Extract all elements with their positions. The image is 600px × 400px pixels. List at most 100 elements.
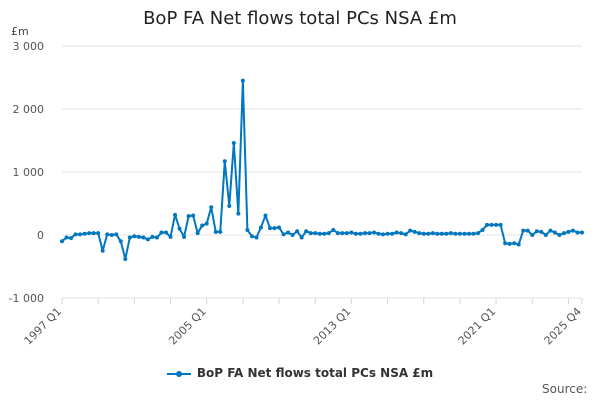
data-point	[213, 229, 218, 234]
data-point	[507, 241, 512, 246]
data-point	[286, 230, 291, 235]
data-point	[231, 141, 236, 146]
data-point	[227, 204, 232, 209]
data-point	[516, 242, 521, 247]
data-point	[399, 231, 404, 236]
data-point	[308, 231, 313, 236]
data-point	[272, 226, 277, 231]
data-point	[254, 235, 259, 240]
data-point	[417, 231, 422, 236]
data-point	[100, 248, 105, 253]
data-point	[552, 230, 557, 235]
data-point	[534, 229, 539, 234]
data-point	[268, 226, 272, 231]
data-point	[430, 231, 435, 236]
data-point	[118, 239, 123, 244]
y-tick-label: 3 000	[13, 40, 45, 53]
data-point	[317, 231, 322, 236]
data-point	[245, 227, 250, 232]
data-point	[489, 222, 494, 227]
data-point	[539, 229, 544, 234]
data-point	[580, 230, 584, 235]
data-point	[471, 231, 476, 236]
data-point	[313, 231, 318, 236]
data-point	[462, 231, 467, 236]
legend-swatch	[166, 370, 191, 377]
data-point	[421, 231, 426, 236]
data-point	[367, 231, 372, 236]
data-point	[69, 236, 74, 241]
data-point	[64, 235, 69, 240]
data-point	[362, 231, 367, 236]
data-point	[435, 231, 440, 236]
x-tick-label: 1997 Q1	[22, 305, 65, 348]
data-point	[376, 231, 381, 236]
data-point	[159, 230, 164, 235]
data-point	[349, 230, 354, 235]
data-point	[557, 233, 562, 237]
data-point	[105, 232, 110, 237]
data-point	[96, 231, 101, 236]
source-label: Source:	[542, 382, 588, 396]
data-point	[512, 241, 517, 246]
data-point	[476, 231, 480, 236]
data-point	[530, 233, 535, 237]
legend-label: BoP FA Net flows total PCs NSA £m	[196, 366, 434, 380]
data-point	[114, 232, 119, 237]
data-point	[186, 214, 191, 219]
data-point	[91, 231, 96, 236]
data-point	[372, 230, 376, 235]
data-point	[209, 205, 214, 210]
data-point	[353, 231, 358, 236]
data-point	[195, 231, 200, 236]
data-point	[439, 231, 444, 236]
data-point	[498, 222, 503, 227]
data-point	[494, 222, 499, 227]
data-point	[466, 231, 471, 236]
data-point	[109, 233, 114, 237]
data-point	[154, 235, 159, 240]
data-point	[385, 231, 390, 236]
data-point	[299, 235, 304, 240]
data-point	[200, 223, 205, 228]
data-point	[412, 229, 417, 234]
data-point	[525, 228, 530, 233]
legend[interactable]: BoP FA Net flows total PCs NSA £m	[0, 366, 600, 380]
data-point	[82, 231, 87, 236]
data-point	[570, 228, 575, 233]
x-tick-label: 2021 Q1	[456, 305, 499, 348]
data-point	[168, 234, 173, 239]
data-point	[73, 232, 78, 237]
data-point	[87, 231, 92, 236]
data-point	[503, 241, 508, 246]
data-point	[295, 229, 300, 234]
data-point	[249, 234, 254, 239]
data-point	[173, 212, 178, 217]
data-point	[335, 231, 340, 236]
data-point	[344, 231, 349, 236]
chart-title: BoP FA Net flows total PCs NSA £m	[143, 8, 457, 29]
data-point	[123, 256, 128, 261]
data-point	[145, 237, 150, 242]
data-point	[222, 159, 227, 164]
y-tick-label: 0	[37, 229, 44, 242]
data-point	[258, 225, 263, 230]
data-point	[358, 231, 363, 236]
data-point	[444, 231, 449, 236]
x-tick-label: 2005 Q1	[166, 305, 209, 348]
data-point	[141, 235, 146, 240]
y-tick-label: 2 000	[13, 103, 45, 116]
data-point	[304, 229, 309, 234]
y-axis-unit-label: £m	[11, 25, 29, 38]
y-tick-label: -1 000	[9, 292, 44, 305]
data-point	[240, 78, 245, 83]
data-point	[480, 227, 485, 232]
data-point	[191, 213, 196, 218]
data-point	[281, 232, 286, 237]
data-point	[263, 213, 268, 218]
data-point	[182, 234, 187, 239]
data-point	[448, 231, 453, 236]
data-point	[340, 231, 345, 236]
data-point	[408, 228, 413, 233]
